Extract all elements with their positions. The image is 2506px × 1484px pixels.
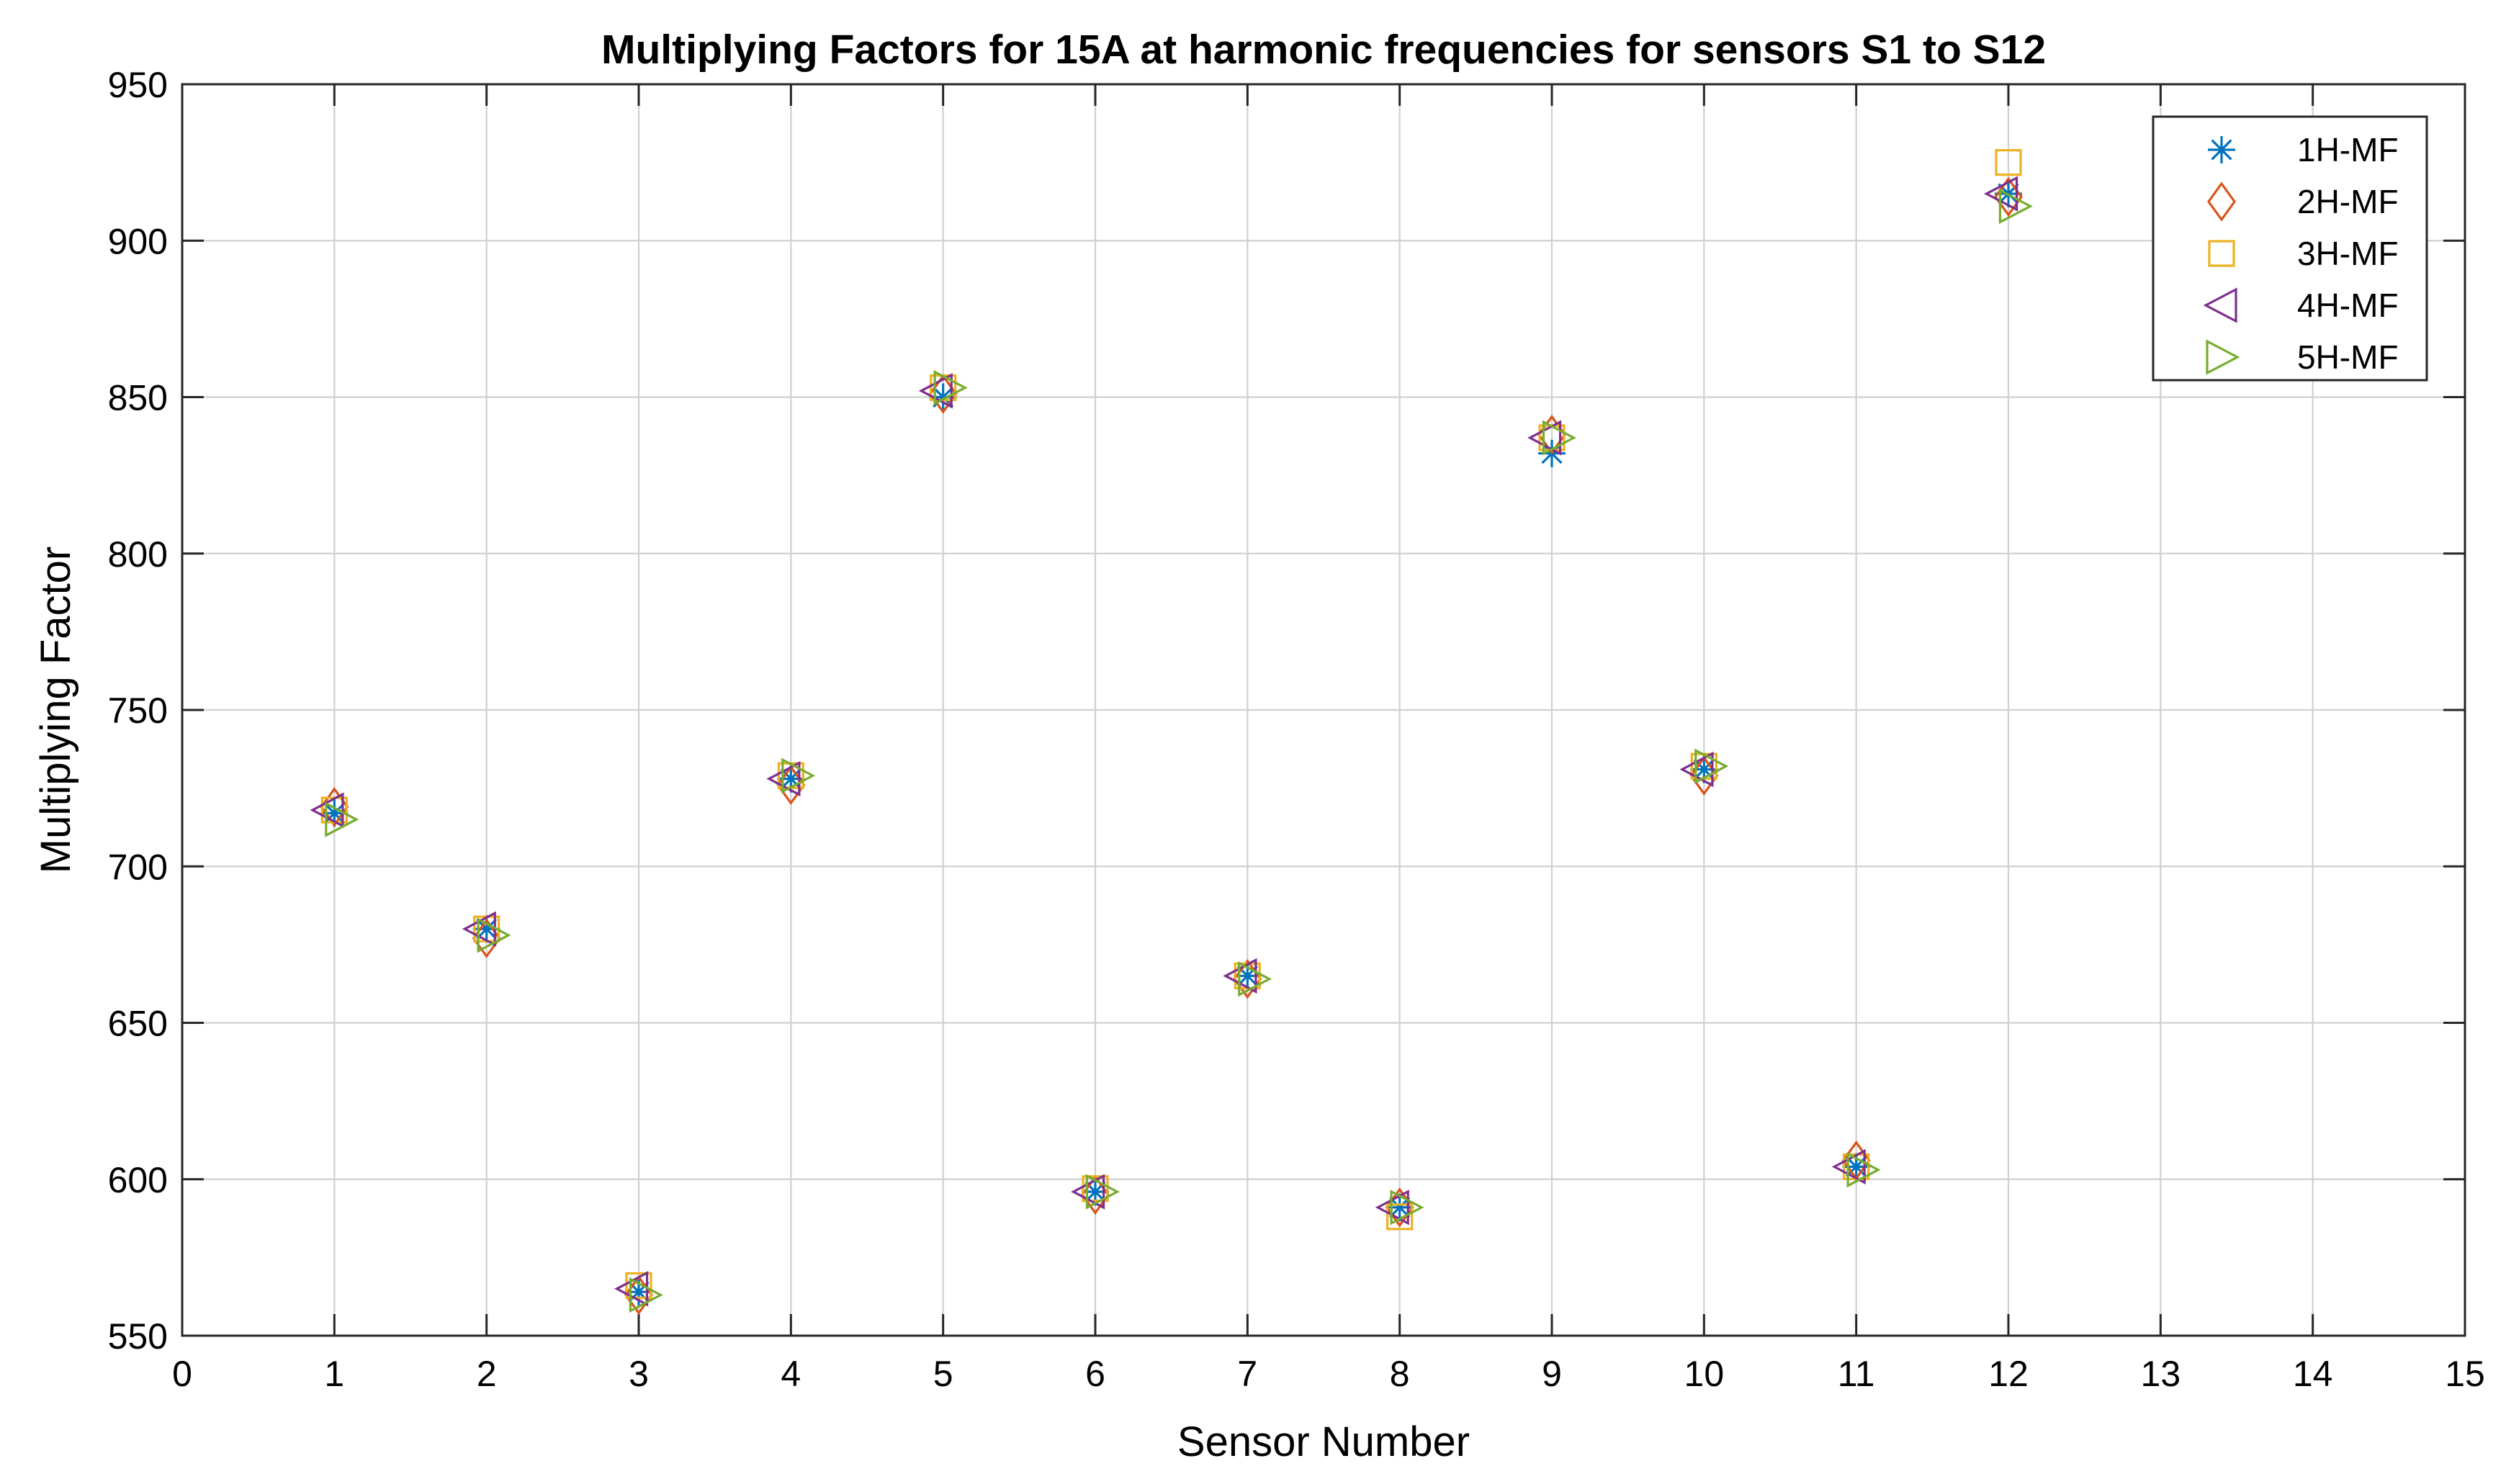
x-tick-label: 15 xyxy=(2445,1354,2485,1394)
y-tick-label: 850 xyxy=(108,378,168,418)
legend-label: 5H-MF xyxy=(2297,338,2399,376)
data-point xyxy=(1542,420,1576,456)
y-tick-label: 550 xyxy=(108,1316,168,1357)
data-point xyxy=(320,799,349,827)
grid xyxy=(182,84,2465,1336)
data-point xyxy=(929,383,957,411)
legend-entry: 1H-MF xyxy=(2208,131,2399,168)
data-point xyxy=(766,760,801,797)
y-tick-label: 750 xyxy=(108,691,168,731)
legend-entry: 5H-MF xyxy=(2206,338,2399,376)
x-tick-label: 4 xyxy=(781,1354,801,1394)
data-point xyxy=(1998,188,2033,225)
data-point xyxy=(933,369,968,406)
data-point xyxy=(1527,420,1562,456)
data-point xyxy=(625,1278,652,1306)
x-tick-label: 8 xyxy=(1390,1354,1410,1394)
data-point xyxy=(918,373,953,409)
data-point xyxy=(1071,1174,1105,1210)
x-tick-label: 11 xyxy=(1838,1354,1875,1394)
x-tick-label: 6 xyxy=(1085,1354,1105,1394)
x-tick-label: 7 xyxy=(1237,1354,1257,1394)
tick-labels: 0 1 2 3 4 5 6 7 8 9 10 11 12 13 14 15550600650700750800… xyxy=(108,65,2485,1394)
data-point xyxy=(1995,149,2022,176)
data-point xyxy=(625,1272,652,1300)
legend-label: 1H-MF xyxy=(2297,131,2399,168)
x-tick-label: 12 xyxy=(1988,1354,2029,1394)
data-point xyxy=(1390,1190,1424,1226)
legend-marker xyxy=(2203,287,2237,323)
data-point xyxy=(1234,962,1262,990)
data-point xyxy=(1386,1193,1414,1221)
legend-box xyxy=(2152,115,2428,382)
data-point xyxy=(1386,1203,1414,1231)
y-tick-label: 800 xyxy=(108,534,168,575)
x-tick-label: 10 xyxy=(1684,1354,1725,1394)
data-point xyxy=(1846,1152,1881,1188)
data-point xyxy=(781,757,816,793)
legend-entry: 2H-MF xyxy=(2207,181,2399,222)
x-tick-label: 2 xyxy=(477,1354,497,1394)
x-tick-label: 3 xyxy=(629,1354,649,1394)
legend-entry: 4H-MF xyxy=(2203,287,2399,324)
legend-marker xyxy=(2208,240,2235,267)
x-tick-label: 13 xyxy=(2141,1354,2181,1394)
data-point xyxy=(777,765,805,793)
data-point xyxy=(1085,1174,1120,1210)
legend-label: 3H-MF xyxy=(2297,235,2399,272)
legend-marker xyxy=(2208,136,2235,163)
plot-frame xyxy=(181,83,2466,1337)
data-point xyxy=(629,1277,663,1313)
y-tick-label: 600 xyxy=(108,1160,168,1200)
data-point xyxy=(1223,958,1257,994)
y-tick-label: 650 xyxy=(108,1004,168,1044)
legend-marker xyxy=(2206,339,2240,375)
legend-label: 4H-MF xyxy=(2297,287,2399,324)
y-tick-label: 900 xyxy=(108,221,168,261)
series-5H-MF xyxy=(325,188,2033,1313)
x-tick-label: 1 xyxy=(324,1354,344,1394)
chart-title: Multiplying Factors for 15A at harmonic … xyxy=(601,27,2046,73)
data-point xyxy=(477,917,511,953)
data-point xyxy=(1082,1175,1109,1202)
data-point xyxy=(1694,748,1729,784)
data-point xyxy=(1831,1148,1866,1185)
legend-entry: 3H-MF xyxy=(2208,235,2399,272)
x-tick-label: 14 xyxy=(2293,1354,2333,1394)
data-point xyxy=(1690,755,1718,783)
x-axis-label: Sensor Number xyxy=(1177,1418,1470,1465)
legend-marker xyxy=(2207,181,2236,222)
y-axis-label: Multiplying Factor xyxy=(32,547,79,873)
y-tick-label: 700 xyxy=(108,847,168,887)
data-point xyxy=(1842,1153,1870,1181)
data-point xyxy=(310,792,344,828)
x-tick-label: 5 xyxy=(933,1354,953,1394)
y-tick-label: 950 xyxy=(108,65,168,105)
data-point xyxy=(1082,1178,1109,1206)
x-tick-label: 0 xyxy=(172,1354,192,1394)
data-point xyxy=(472,915,500,943)
legend: 1H-MF 2H-MF 3H-MF 4H-MF 5H-MF xyxy=(2152,115,2428,382)
data-markers xyxy=(310,149,2033,1316)
data-point xyxy=(1679,751,1714,788)
legend-label: 2H-MF xyxy=(2297,183,2399,220)
data-point xyxy=(1238,961,1272,997)
data-point xyxy=(325,801,359,837)
x-tick-label: 9 xyxy=(1542,1354,1562,1394)
data-point xyxy=(1375,1190,1409,1226)
data-point xyxy=(1984,176,2018,212)
